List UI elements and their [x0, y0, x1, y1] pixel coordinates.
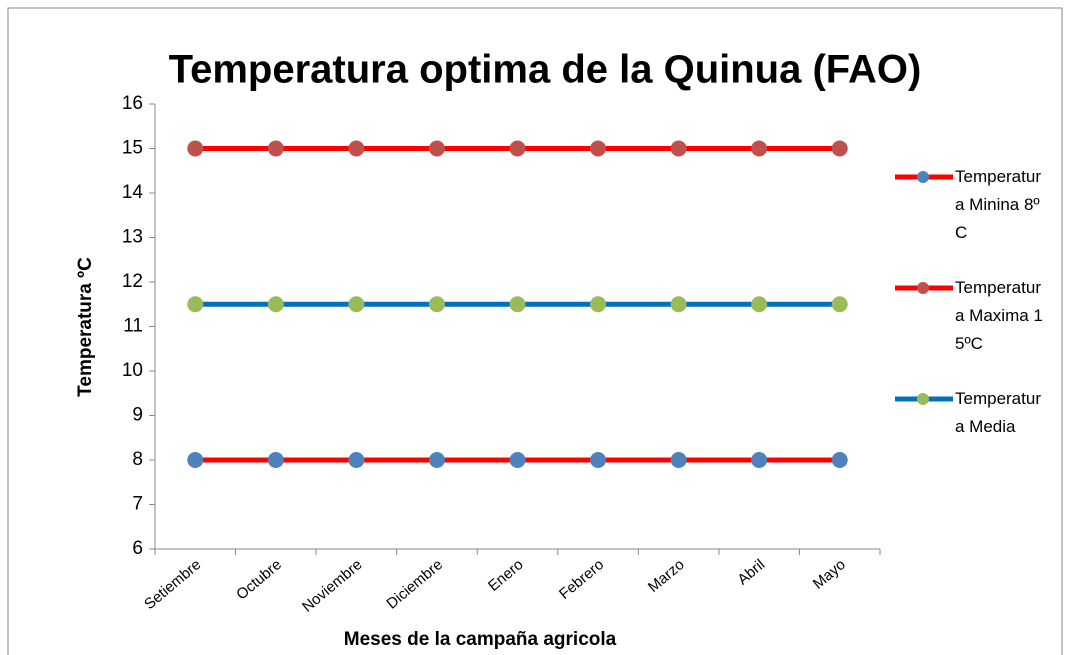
legend-label: Temperatura Maxima 15ºC — [955, 278, 1043, 353]
x-axis-label: Meses de la campaña agricola — [344, 629, 617, 650]
marker — [428, 452, 445, 468]
marker — [267, 452, 284, 468]
marker — [187, 140, 204, 157]
marker — [751, 296, 768, 313]
marker — [428, 296, 445, 313]
y-tick-label: 13 — [122, 227, 143, 248]
marker — [670, 296, 687, 313]
y-axis-label: Temperatura ºC — [75, 257, 96, 397]
marker — [348, 296, 365, 313]
y-tick-label: 9 — [132, 405, 143, 426]
marker — [187, 452, 204, 468]
marker — [348, 452, 365, 468]
y-tick-label: 12 — [122, 271, 143, 292]
y-tick-label: 7 — [132, 494, 143, 515]
marker — [831, 452, 848, 468]
y-tick-label: 16 — [122, 93, 143, 114]
marker — [509, 452, 526, 468]
y-tick-label: 15 — [122, 138, 143, 159]
marker — [267, 140, 284, 157]
legend-marker — [917, 282, 929, 294]
marker — [187, 296, 204, 313]
legend-marker — [917, 171, 929, 183]
y-tick-label: 14 — [122, 182, 144, 203]
marker — [751, 140, 768, 157]
legend-marker — [917, 393, 929, 405]
y-tick-label: 8 — [132, 449, 143, 470]
legend-label: Temperatura Minina 8ºC — [955, 167, 1041, 242]
chart-title: Temperatura optima de la Quinua (FAO) — [169, 48, 922, 92]
marker — [590, 296, 607, 313]
marker — [590, 140, 607, 157]
marker — [831, 140, 848, 157]
marker — [670, 452, 687, 468]
chart-frame — [7, 7, 1063, 655]
marker — [751, 452, 768, 468]
marker — [590, 452, 607, 468]
marker — [348, 140, 365, 157]
marker — [670, 140, 687, 157]
y-tick-label: 6 — [132, 538, 143, 559]
y-tick-label: 10 — [122, 360, 143, 381]
marker — [509, 140, 526, 157]
marker — [509, 296, 526, 313]
y-tick-label: 11 — [123, 316, 143, 337]
legend-label: Temperatura Media — [955, 389, 1041, 436]
marker — [428, 140, 445, 157]
marker — [831, 296, 848, 313]
marker — [267, 296, 284, 313]
